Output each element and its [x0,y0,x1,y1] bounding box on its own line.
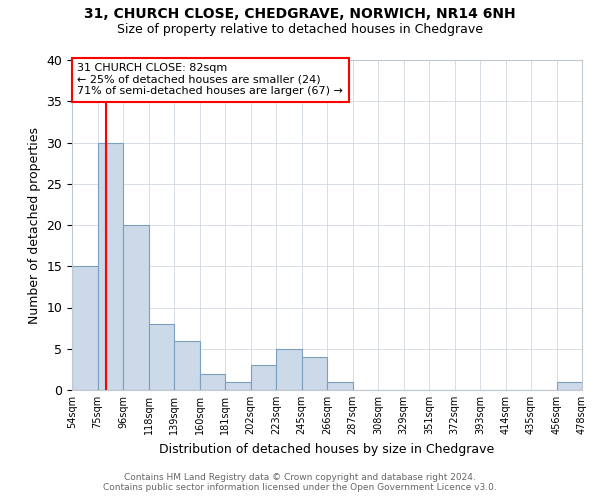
Bar [327,382,353,390]
Bar [251,365,276,390]
Bar [199,374,225,390]
Text: 31, CHURCH CLOSE, CHEDGRAVE, NORWICH, NR14 6NH: 31, CHURCH CLOSE, CHEDGRAVE, NORWICH, NR… [84,8,516,22]
Bar [302,357,327,390]
Bar [225,382,251,390]
Bar [276,349,302,390]
Bar [149,324,174,390]
Text: 31 CHURCH CLOSE: 82sqm
← 25% of detached houses are smaller (24)
71% of semi-det: 31 CHURCH CLOSE: 82sqm ← 25% of detached… [77,64,343,96]
Text: Contains HM Land Registry data © Crown copyright and database right 2024.
Contai: Contains HM Land Registry data © Crown c… [103,473,497,492]
Y-axis label: Number of detached properties: Number of detached properties [28,126,41,324]
X-axis label: Distribution of detached houses by size in Chedgrave: Distribution of detached houses by size … [160,442,494,456]
Bar [557,382,582,390]
Bar [174,340,199,390]
Bar [72,266,97,390]
Bar [123,225,149,390]
Text: Size of property relative to detached houses in Chedgrave: Size of property relative to detached ho… [117,22,483,36]
Bar [97,142,123,390]
